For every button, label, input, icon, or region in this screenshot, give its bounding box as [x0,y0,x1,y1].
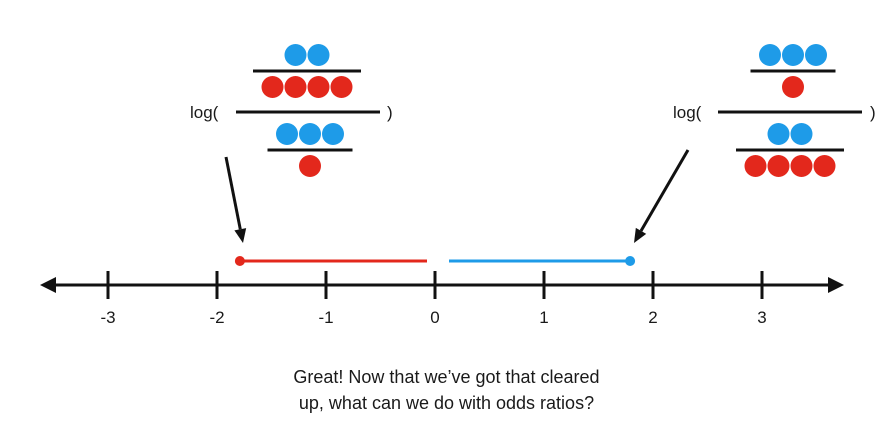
left-numerator-blue-dot [307,44,330,66]
positive-endpoint [625,256,636,266]
caption: Great! Now that we’ve got that cleared u… [0,364,893,416]
right-numerator [750,44,836,98]
left-numerator-blue-dot [284,44,307,66]
tick-label: -1 [318,308,333,327]
left-denominator [267,123,353,177]
left-log-expression: log( ) [190,44,393,177]
left-numerator-red-dot [330,76,353,98]
right-denominator-red-dot [813,155,836,177]
negative-endpoint [234,256,245,266]
right-numerator-blue-dot [782,44,804,66]
tick-label: 2 [648,308,657,327]
right-denominator-red-dot [767,155,790,177]
right-numerator-blue-dot [759,44,781,66]
left-numerator [253,44,361,98]
right-arrowhead [828,277,844,293]
right-pointer-arrow-head [634,227,647,243]
tick-group: -3 -2 -1 0 1 2 3 [100,271,767,327]
right-denominator-red-dot [744,155,767,177]
pointer-arrows [224,149,690,243]
left-pointer-arrow-shaft [224,156,242,230]
right-numerator-red-dot [782,76,804,98]
left-denominator-blue-dot [276,123,298,145]
right-log-expression: log( ) [673,44,876,177]
right-close-paren: ) [870,103,876,122]
left-arrowhead [40,277,56,293]
left-denominator-red-dot [299,155,321,177]
right-denominator [736,123,844,177]
caption-line-1: Great! Now that we’ve got that cleared [293,367,600,387]
left-denominator-blue-dot [322,123,344,145]
right-denominator-blue-dot [767,123,790,145]
left-pointer-arrow-head [234,228,247,243]
left-log-label: log( [190,103,219,122]
caption-line-2: up, what can we do with odds ratios? [298,393,595,413]
right-log-label: log( [673,103,702,122]
left-numerator-red-dot [284,76,307,98]
segments [234,256,636,266]
tick-label: -2 [209,308,224,327]
tick-label: 3 [757,308,766,327]
right-denominator-blue-dot [790,123,813,145]
left-denominator-blue-dot [299,123,321,145]
tick-label: -3 [100,308,115,327]
left-close-paren: ) [387,103,393,122]
left-numerator-red-dot [307,76,330,98]
right-numerator-blue-dot [805,44,827,66]
tick-label: 0 [430,308,439,327]
tick-label: 1 [539,308,548,327]
left-numerator-red-dot [261,76,284,98]
number-line [40,277,844,293]
right-denominator-red-dot [790,155,813,177]
right-pointer-arrow-shaft [639,149,690,232]
